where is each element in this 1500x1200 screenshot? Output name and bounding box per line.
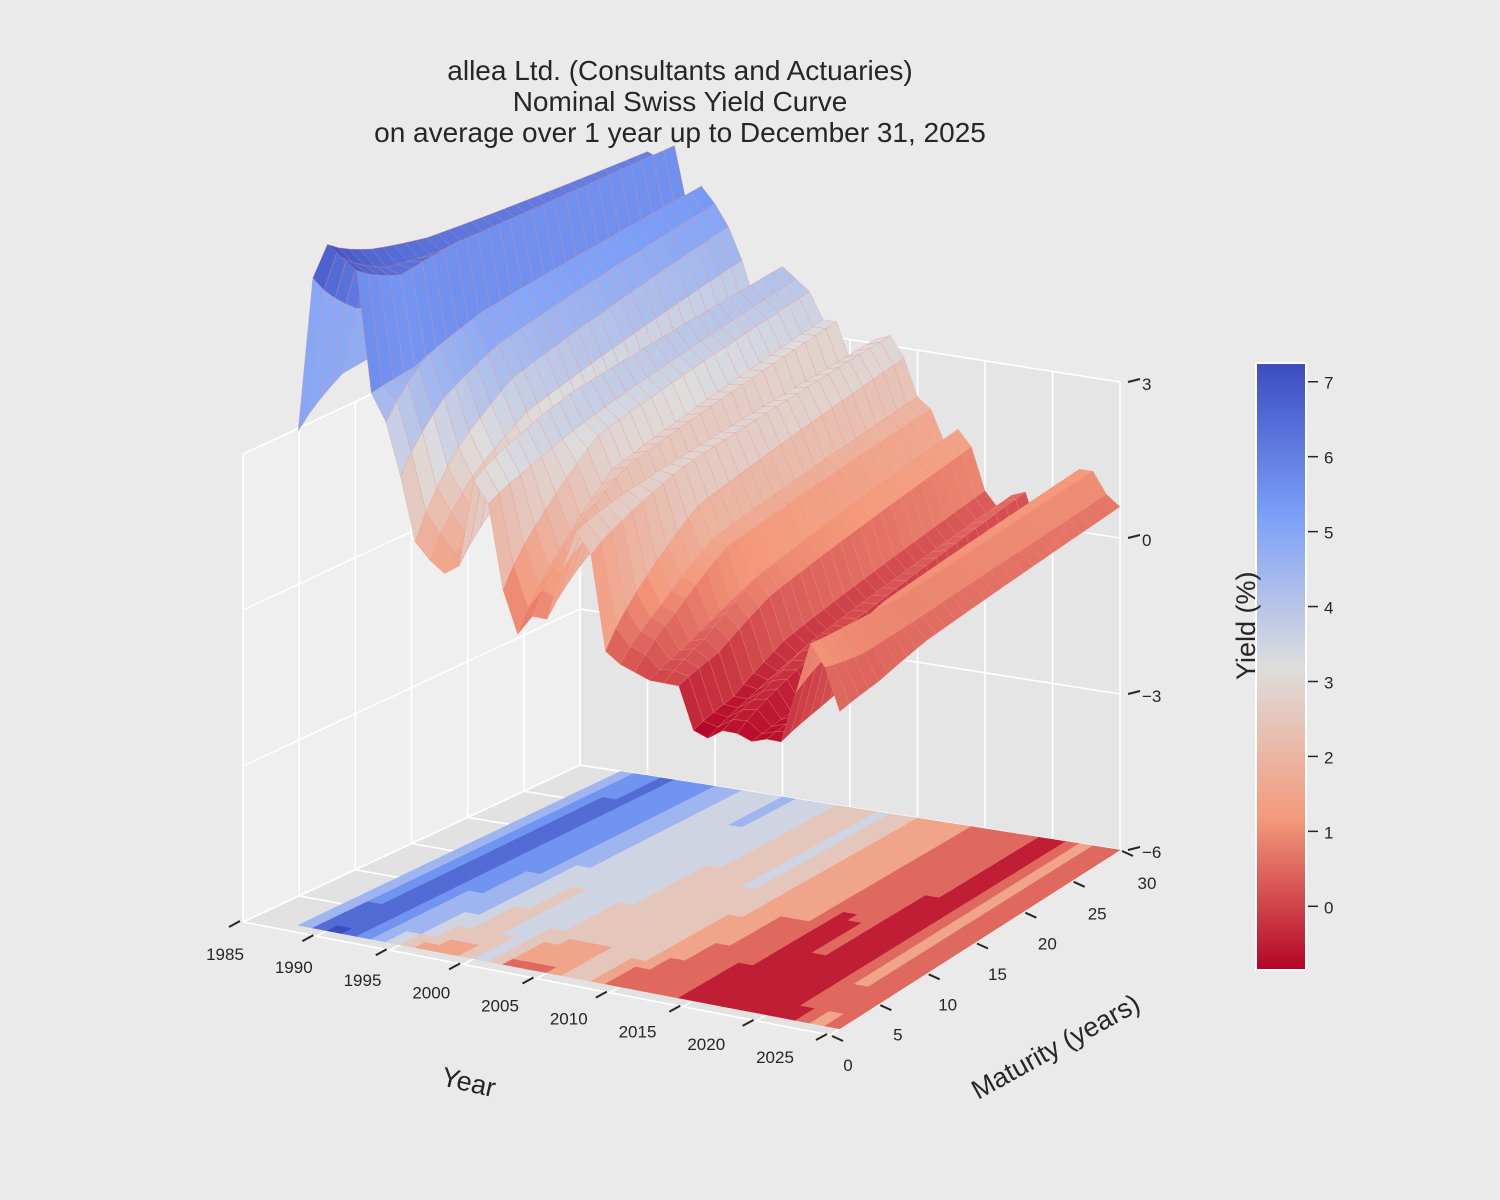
colorbar: 7 6 5 4 3 2 1 0 Yield (%) — [1231, 362, 1333, 971]
surface-cell — [824, 664, 850, 712]
x-tick-mark — [228, 920, 241, 928]
x-tick-mark — [375, 948, 388, 957]
x-tick-label: 1995 — [344, 971, 382, 990]
y-tick-label: 15 — [988, 965, 1007, 984]
title-line-3: on average over 1 year up to December 31… — [374, 117, 986, 148]
colorbar-tick-label: 5 — [1324, 524, 1333, 543]
x-tick-label: 2020 — [687, 1035, 725, 1054]
y-tick-label: 30 — [1138, 874, 1157, 893]
x-tick-label: 2010 — [550, 1009, 588, 1028]
z-tick-mark — [1127, 534, 1141, 539]
colorbar-tick-label: 1 — [1324, 823, 1333, 842]
colorbar-tick-label: 7 — [1324, 374, 1333, 393]
title-line-1: allea Ltd. (Consultants and Actuaries) — [447, 55, 913, 86]
surface — [297, 145, 1121, 743]
colorbar-tick-label: 3 — [1324, 673, 1333, 692]
z-tick-mark — [1127, 378, 1141, 383]
x-tick-label: 2005 — [481, 997, 519, 1016]
contour-cell — [1095, 847, 1121, 857]
y-tick-label: 10 — [938, 995, 957, 1014]
y-tick-label: 5 — [893, 1026, 902, 1045]
z-tick-label: 0 — [1142, 531, 1151, 550]
x-tick-label: 1985 — [206, 945, 244, 964]
y-tick-mark — [1121, 850, 1134, 857]
gridline — [242, 764, 581, 923]
gridline — [242, 608, 581, 767]
x-tick-mark — [301, 934, 314, 943]
x-tick-label: 2000 — [412, 984, 450, 1003]
y-tick-mark — [1073, 880, 1086, 888]
x-axis-label: Year — [439, 1062, 499, 1104]
y-tick-mark — [831, 1035, 844, 1042]
colorbar-tick-label: 4 — [1324, 599, 1333, 618]
y-tick-mark — [1024, 911, 1037, 919]
z-tick-label: −3 — [1142, 687, 1161, 706]
z-tick-mark — [1127, 846, 1141, 851]
x-tick-label: 2015 — [619, 1022, 657, 1041]
colorbar-tick-label: 2 — [1324, 748, 1333, 767]
y-axis-label: Maturity (years) — [966, 988, 1145, 1105]
y-tick-mark — [928, 973, 941, 981]
colorbar-gradient — [1255, 362, 1307, 971]
x-tick-mark — [668, 1004, 681, 1013]
y-tick-label: 25 — [1088, 904, 1107, 923]
z-tick-label: −6 — [1142, 843, 1161, 862]
x-tick-label: 2025 — [756, 1048, 794, 1067]
y-tick-mark — [976, 942, 989, 950]
z-tick-label: 3 — [1142, 375, 1151, 394]
colorbar-label: Yield (%) — [1231, 571, 1261, 680]
y-tick-label: 20 — [1038, 935, 1057, 954]
colorbar-tick-label: 0 — [1324, 898, 1333, 917]
colorbar-tick-label: 6 — [1324, 449, 1333, 468]
gridline — [242, 921, 831, 1036]
contour-floor — [297, 771, 1121, 1030]
x-tick-mark — [448, 962, 461, 971]
x-tick-mark — [815, 1033, 828, 1041]
x-tick-mark — [742, 1018, 755, 1027]
x-tick-mark — [595, 990, 608, 999]
chart-title: allea Ltd. (Consultants and Actuaries) N… — [330, 55, 1030, 148]
z-tick-mark — [1127, 690, 1141, 695]
x-tick-mark — [522, 976, 534, 985]
y-tick-label: 0 — [843, 1056, 852, 1075]
y-tick-mark — [879, 1004, 892, 1012]
title-line-2: Nominal Swiss Yield Curve — [512, 86, 848, 117]
x-tick-label: 1990 — [275, 958, 313, 977]
